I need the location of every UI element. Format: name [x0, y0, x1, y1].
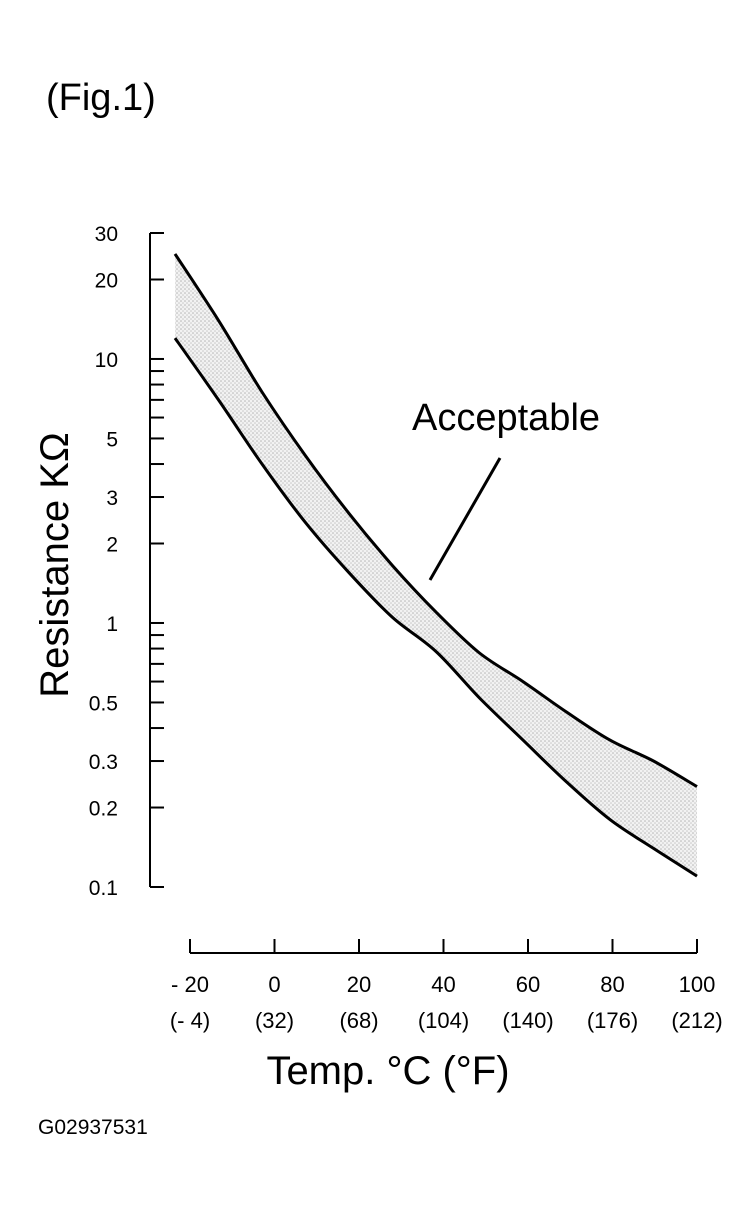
y-tick-label: 3 [106, 487, 118, 510]
x-axis-title: Temp. °C (°F) [266, 1049, 509, 1093]
annotation-leader-line [428, 457, 502, 581]
y-tick-label: 30 [95, 223, 118, 246]
y-axis: 30 20 10 5 3 2 1 0.5 0.3 0.2 0.1 [89, 223, 164, 900]
acceptable-annotation: Acceptable [412, 397, 600, 439]
x-tick-label: 80 [600, 972, 624, 997]
acceptable-band [175, 253, 697, 877]
y-tick-label: 0.1 [89, 877, 118, 900]
upper-bound-curve [173, 253, 698, 788]
x-tick-label-fahrenheit: (104) [418, 1008, 469, 1033]
x-tick-label: 0 [268, 972, 280, 997]
x-tick-label-fahrenheit: (- 4) [170, 1008, 210, 1033]
x-tick-label: 100 [679, 972, 716, 997]
x-tick-label-fahrenheit: (212) [671, 1008, 722, 1033]
y-tick-label: 0.2 [89, 798, 118, 821]
figure-code: G02937531 [38, 1116, 148, 1139]
x-tick-label-fahrenheit: (32) [255, 1008, 294, 1033]
x-axis: - 20 (- 4) 0 (32) 20 (68) 40 (104) 60 (140) 80 (176… [170, 939, 723, 1033]
x-tick-label: - 20 [171, 972, 209, 997]
y-tick-label: 0.3 [89, 751, 118, 774]
x-tick-label: 20 [347, 972, 371, 997]
figure-label: (Fig.1) [46, 77, 156, 119]
y-tick-label: 20 [95, 269, 118, 292]
lower-bound-curve [173, 337, 698, 878]
x-tick-label: 60 [516, 972, 540, 997]
y-tick-label: 10 [95, 349, 118, 372]
x-tick-label-fahrenheit: (68) [339, 1008, 378, 1033]
x-tick-label: 40 [431, 972, 455, 997]
y-tick-label: 5 [106, 428, 118, 451]
y-tick-label: 0.5 [89, 692, 118, 715]
x-tick-label-fahrenheit: (176) [587, 1008, 638, 1033]
x-tick-label-fahrenheit: (140) [502, 1008, 553, 1033]
y-tick-label: 2 [106, 534, 118, 557]
y-axis-title: Resistance KΩ [33, 432, 77, 698]
y-tick-label: 1 [106, 613, 118, 636]
